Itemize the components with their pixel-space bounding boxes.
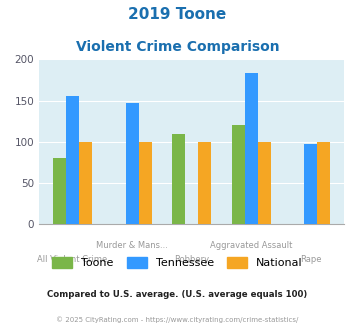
Bar <box>53 158 66 224</box>
Text: Compared to U.S. average. (U.S. average equals 100): Compared to U.S. average. (U.S. average … <box>47 290 308 299</box>
Text: Rape: Rape <box>300 255 322 264</box>
Bar <box>172 134 185 224</box>
Bar <box>304 144 317 224</box>
Bar <box>198 142 211 224</box>
Legend: Toone, Tennessee, National: Toone, Tennessee, National <box>52 257 303 268</box>
Text: 2019 Toone: 2019 Toone <box>129 7 226 21</box>
Bar <box>66 96 79 224</box>
Bar <box>231 125 245 224</box>
Text: Aggravated Assault: Aggravated Assault <box>210 241 293 250</box>
Bar <box>245 73 258 224</box>
Text: Violent Crime Comparison: Violent Crime Comparison <box>76 40 279 53</box>
Text: All Violent Crime: All Violent Crime <box>38 255 108 264</box>
Bar <box>126 103 139 224</box>
Bar <box>317 142 331 224</box>
Bar <box>258 142 271 224</box>
Text: Murder & Mans...: Murder & Mans... <box>96 241 168 250</box>
Text: Robbery: Robbery <box>174 255 209 264</box>
Text: © 2025 CityRating.com - https://www.cityrating.com/crime-statistics/: © 2025 CityRating.com - https://www.city… <box>56 317 299 323</box>
Bar <box>79 142 92 224</box>
Bar <box>139 142 152 224</box>
